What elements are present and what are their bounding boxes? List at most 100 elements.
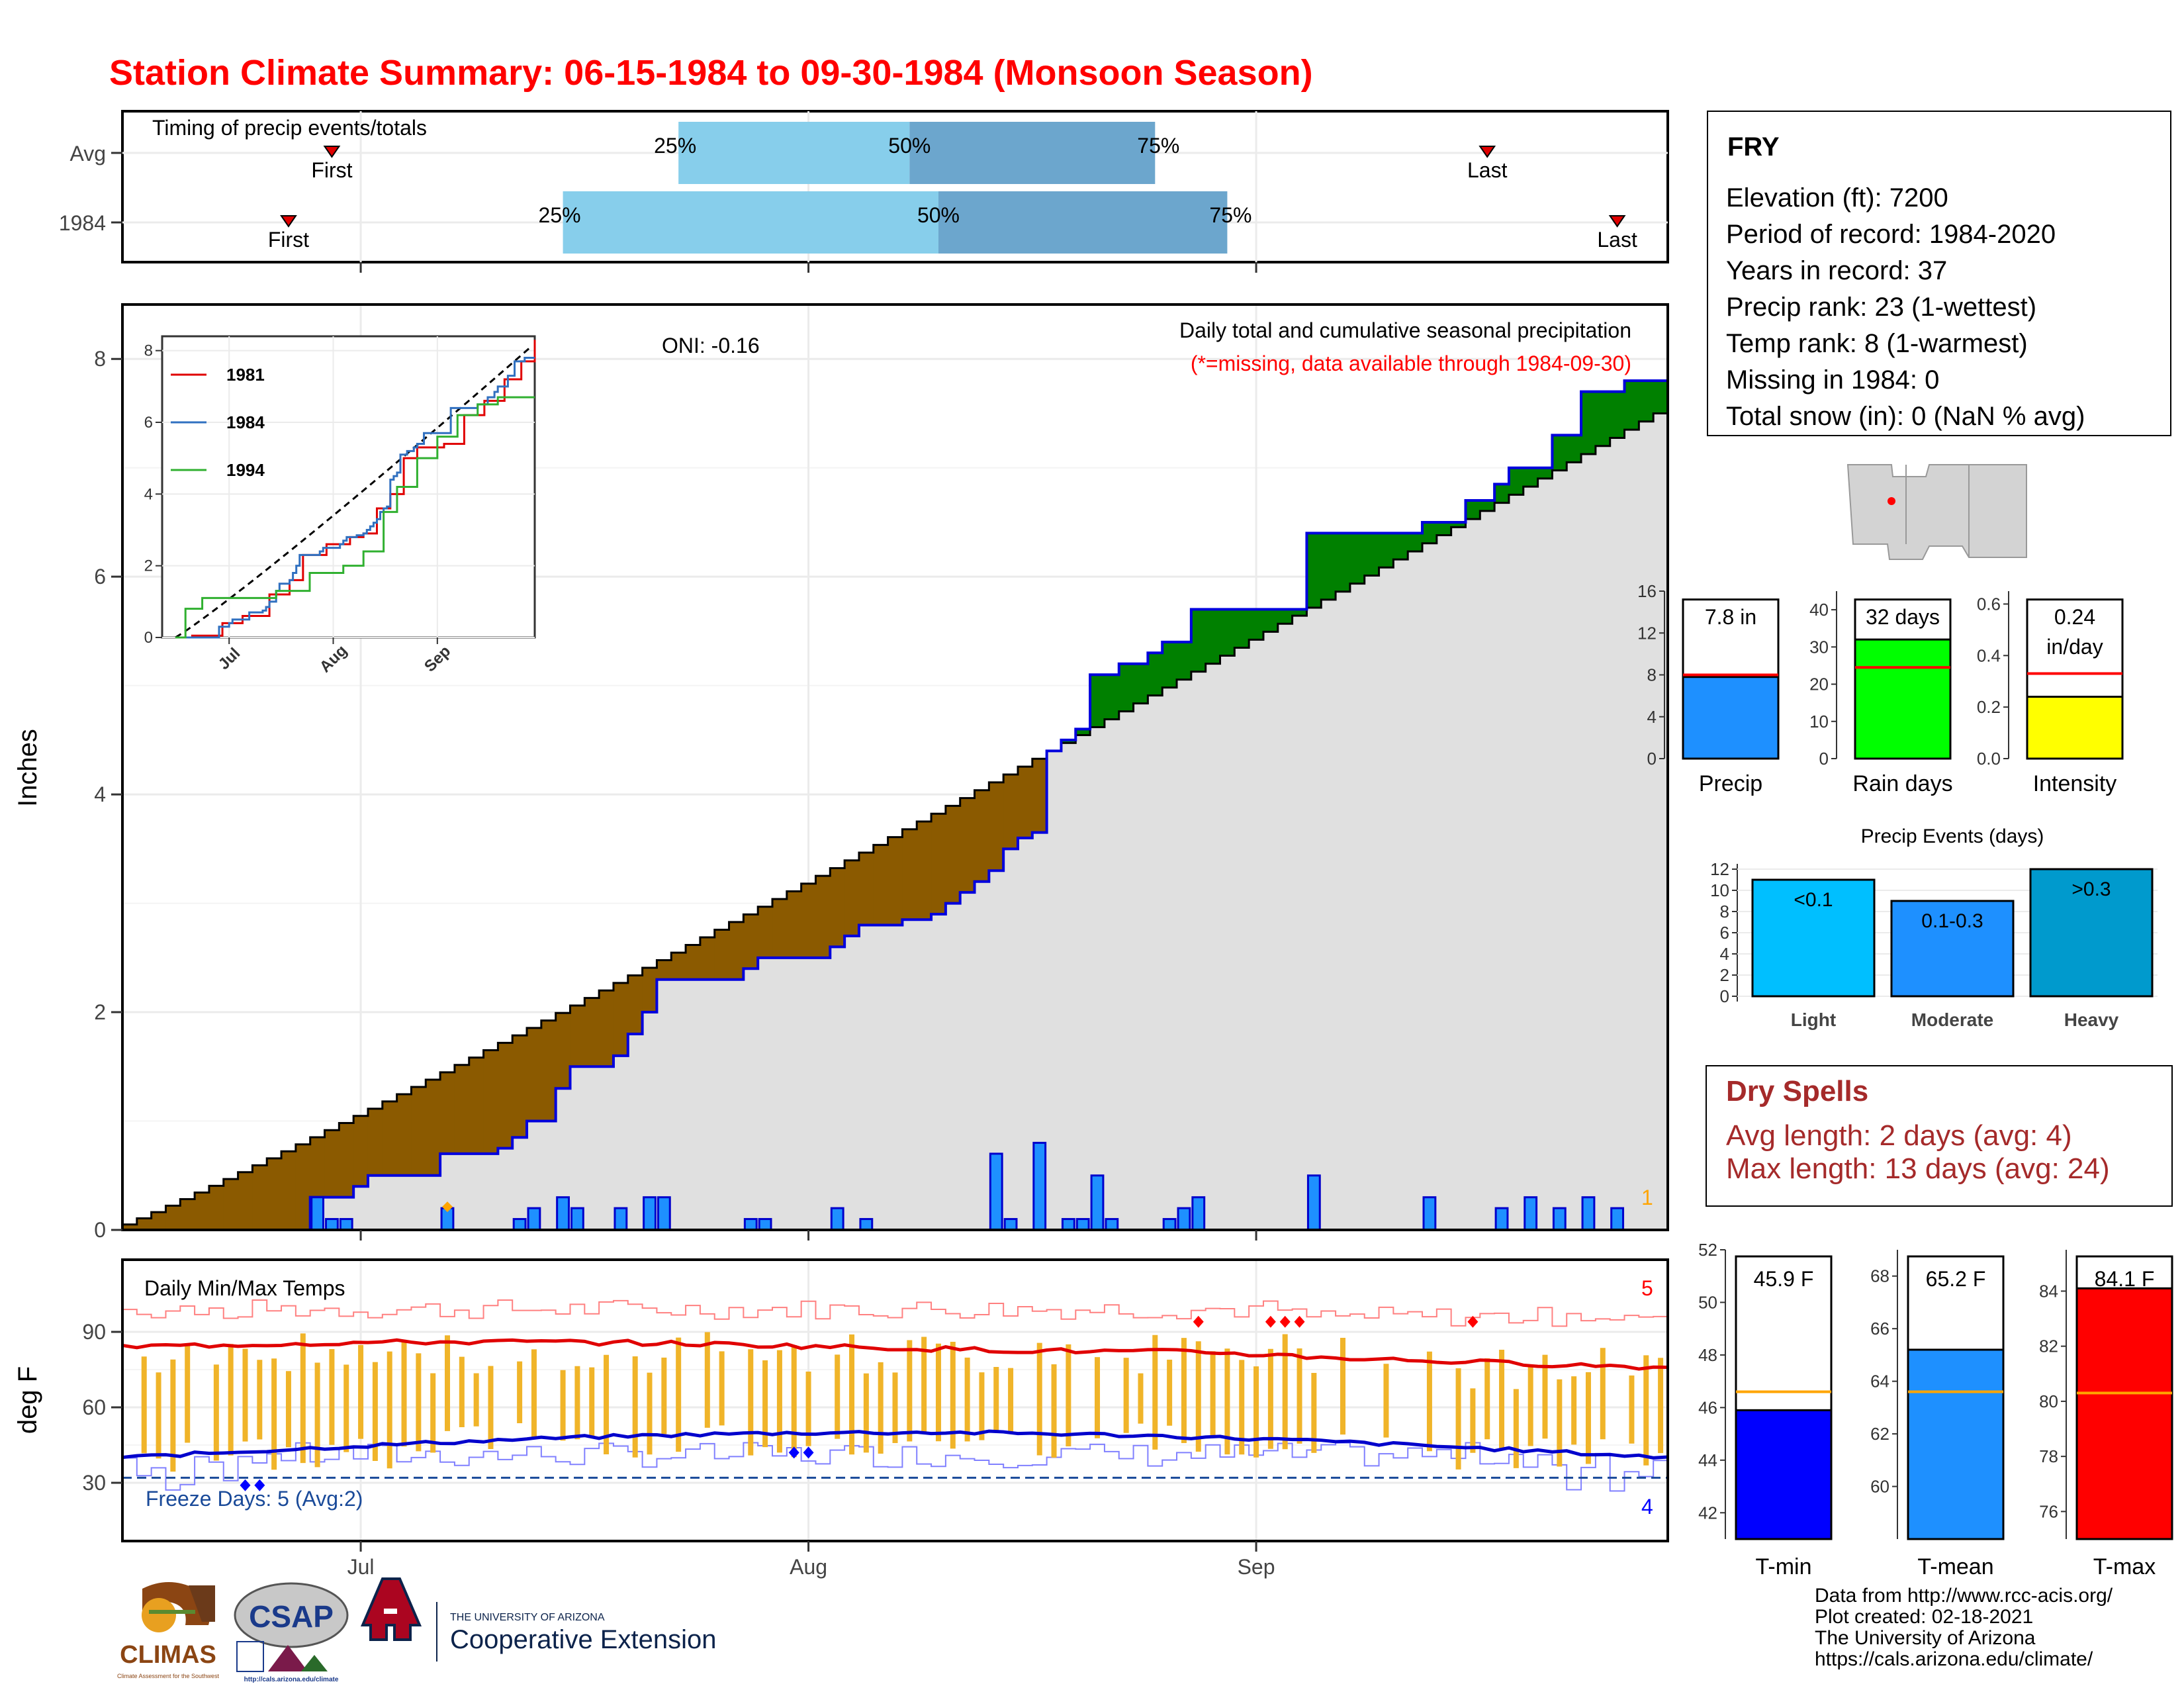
summary-tick-label: 0.0: [1977, 749, 2001, 769]
oni-label: ONI: -0.16: [662, 334, 760, 357]
precip-panel: ONI: -0.16 Daily total and cumulative se…: [13, 303, 1669, 1242]
precip-deficit-fill: [686, 945, 701, 980]
summary-category-label: Precip: [1699, 771, 1762, 796]
region-map: [1841, 461, 2033, 563]
precip-deficit-fill: [815, 876, 831, 958]
inset-legend-label: 1994: [226, 460, 265, 480]
inset-y-tick-label: 2: [144, 557, 153, 575]
precip-surplus-fill: [1567, 435, 1582, 463]
precip-deficit-fill: [729, 921, 744, 980]
ua-logo: THE UNIVERSITY OF ARIZONA Cooperative Ex…: [360, 1577, 716, 1662]
precip-surplus-fill: [1263, 609, 1279, 632]
temp-summary-tick-label: 46: [1698, 1397, 1717, 1417]
timing-panel-title: Timing of precip events/totals: [152, 116, 427, 140]
precip-deficit-fill: [801, 883, 817, 958]
summary-bar-rain-days: [1854, 638, 1952, 760]
record-low-marker: [240, 1479, 251, 1491]
dry-spells-max: Max length: 13 days (avg: 24): [1726, 1152, 2110, 1185]
climas-logo: CLIMAS Climate Assessment for the Southw…: [117, 1582, 220, 1679]
precip-deficit-fill: [917, 821, 932, 920]
precip-deficit-fill: [238, 1172, 253, 1230]
climas-logo-subtext: Climate Assessment for the Southwest: [117, 1673, 220, 1679]
dry-spells-avg: Avg length: 2 days (avg: 4): [1726, 1119, 2072, 1152]
precip-deficit-fill: [570, 1005, 585, 1067]
record-max-line: [122, 1299, 1668, 1327]
temp-x-tick-label: Aug: [790, 1555, 827, 1579]
precip-surplus-fill: [1624, 381, 1639, 430]
precip-deficit-fill: [945, 806, 961, 904]
events-tick-label: 2: [1720, 965, 1729, 985]
daily-precip-bar: [1494, 1207, 1509, 1231]
precip-deficit-fill: [440, 1072, 455, 1154]
temp-panel: Daily Min/Max Temps Freeze Days: 5 (Avg:…: [13, 1258, 1669, 1579]
hot-days-count: 5: [1641, 1276, 1653, 1300]
precip-surplus-fill: [1118, 663, 1134, 712]
station-info-line: Missing in 1984: 0: [1726, 365, 1939, 395]
events-category-label: Moderate: [1911, 1009, 1993, 1030]
station-name: FRY: [1727, 132, 1780, 162]
record-low-marker: [254, 1479, 265, 1491]
station-info-line: Period of record: 1984-2020: [1726, 220, 2056, 249]
precip-deficit-fill: [786, 891, 802, 958]
precip-deficit-fill: [902, 829, 917, 920]
daily-precip-bar: [758, 1218, 772, 1231]
timing-bar-25-50: [563, 191, 938, 254]
precip-deficit-fill: [584, 998, 600, 1067]
timing-p50-label: 50%: [888, 134, 931, 158]
precip-deficit-fill: [310, 1137, 326, 1197]
record-low-marker: [788, 1446, 799, 1459]
precip-deficit-fill: [165, 1205, 181, 1230]
timing-row-label: 1984: [59, 211, 106, 235]
precip-surplus-fill: [1292, 609, 1308, 616]
daily-precip-bar: [556, 1196, 570, 1231]
ua-logo-big-text: Cooperative Extension: [450, 1625, 716, 1654]
precip-surplus-fill: [1393, 533, 1408, 560]
precip-deficit-fill: [960, 798, 976, 893]
inset-y-tick-label: 4: [144, 485, 153, 503]
precip-deficit-fill: [483, 1050, 498, 1154]
temp-summary-category-label: T-min: [1756, 1554, 1812, 1579]
daily-precip-bar: [1032, 1141, 1047, 1231]
precip-surplus-fill: [1205, 609, 1221, 664]
summary-tick-label: 30: [1809, 637, 1829, 657]
inset-y-tick-label: 6: [144, 414, 153, 432]
csap-logo-url: http://cals.arizona.edu/climate: [244, 1676, 339, 1683]
precip-surplus-fill: [1249, 609, 1264, 640]
summary-value-unit: in/day: [2046, 635, 2103, 659]
station-info-line: Precip rank: 23 (1-wettest): [1726, 293, 2036, 322]
temp-x-tick-label: Jul: [347, 1555, 375, 1579]
precip-deficit-fill: [671, 953, 686, 980]
precip-surplus-fill: [1364, 533, 1380, 576]
precip-deficit-fill: [844, 860, 860, 936]
temp-summary-tick-label: 62: [1870, 1424, 1889, 1444]
daily-precip-bar: [859, 1218, 874, 1231]
csap-logo-text: CSAP: [249, 1599, 334, 1634]
temp-summary-tick-label: 60: [1870, 1477, 1889, 1497]
precip-deficit-fill: [151, 1212, 167, 1230]
daily-precip-bar: [512, 1218, 527, 1231]
precip-surplus-fill: [1336, 533, 1351, 592]
precip-deficit-fill: [353, 1115, 369, 1187]
summary-bar-intensity: [2026, 696, 2124, 760]
summary-tick-label: 12: [1637, 623, 1657, 643]
timing-last-label: Last: [1467, 158, 1508, 182]
precip-y-tick-label: 2: [94, 1000, 106, 1024]
daily-precip-bar: [1524, 1196, 1538, 1231]
precip-deficit-fill: [758, 906, 773, 958]
precip-deficit-fill: [281, 1151, 296, 1230]
summary-tick-label: 0: [1819, 749, 1829, 769]
footer-line: Data from http://www.rcc-acis.org/: [1815, 1585, 2113, 1607]
summary-category-label: Rain days: [1852, 771, 1952, 796]
summary-tick-label: 4: [1647, 707, 1657, 727]
precip-surplus-fill: [1408, 533, 1423, 551]
daily-precip-bar: [1177, 1207, 1191, 1231]
events-category-label: Heavy: [2064, 1009, 2119, 1030]
precip-y-label: Inches: [13, 729, 42, 807]
precip-surplus-fill: [1162, 641, 1177, 688]
events-tick-label: 4: [1720, 944, 1729, 964]
precip-surplus-fill: [1508, 467, 1524, 495]
temp-summary-category-label: T-mean: [1917, 1554, 1993, 1579]
inset-series-line-1984: [175, 357, 535, 639]
events-tick-label: 6: [1720, 923, 1729, 943]
inset-series-line-1994: [175, 396, 535, 639]
